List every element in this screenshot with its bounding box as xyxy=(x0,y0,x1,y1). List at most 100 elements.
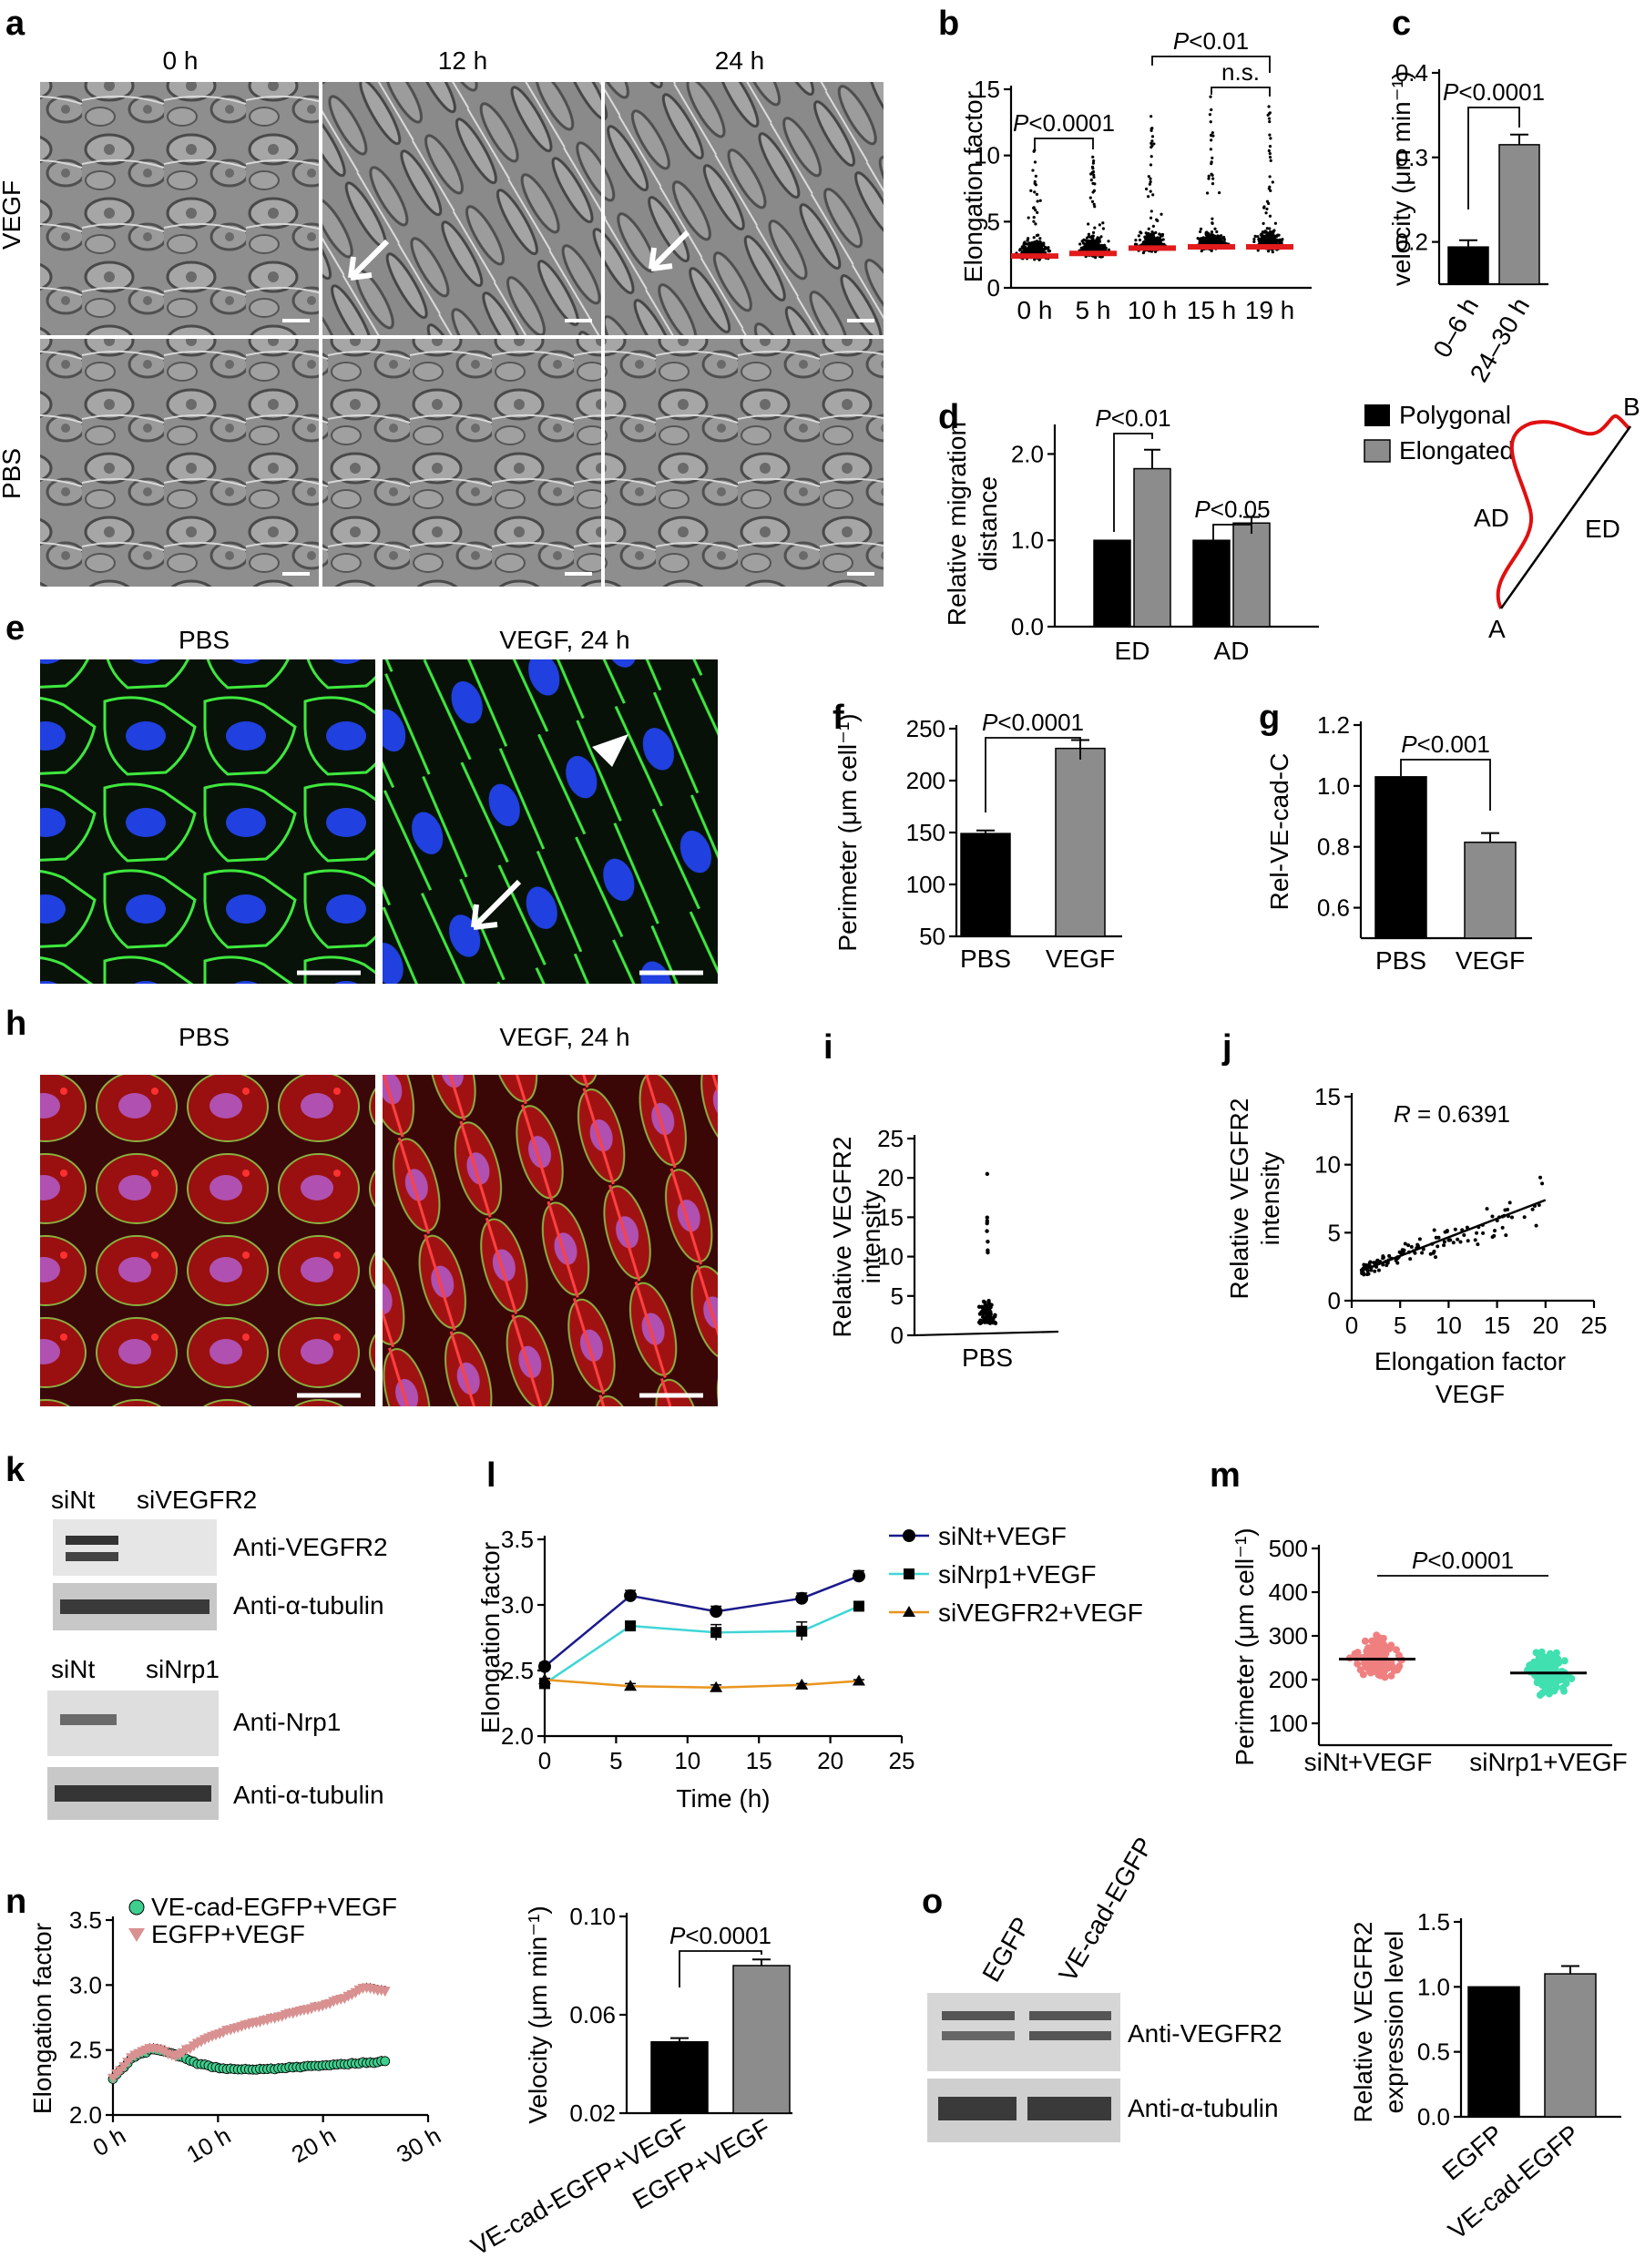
d-x-tick-label: ED xyxy=(1115,637,1150,665)
o-lane-egfp: EGFP xyxy=(976,1912,1036,1987)
euclidean-line xyxy=(1499,425,1632,609)
b-point xyxy=(1036,199,1039,203)
f-x-tick-label: VEGF xyxy=(1046,945,1115,973)
i-x-tick-label: PBS xyxy=(962,1343,1013,1372)
f-bar xyxy=(960,833,1011,937)
b-point xyxy=(1210,138,1213,142)
i-y-tick-label: 0 xyxy=(891,1322,904,1349)
l-legend-marker xyxy=(903,1529,915,1542)
g-bar xyxy=(1464,841,1517,939)
k-band-label-nrp1: Anti-Nrp1 xyxy=(233,1708,341,1736)
b-point xyxy=(1152,142,1156,146)
b-point xyxy=(1220,234,1223,238)
j-point xyxy=(1369,1268,1374,1272)
b-point xyxy=(1082,246,1087,250)
b-point xyxy=(1268,119,1272,124)
b-point xyxy=(1210,232,1213,237)
panel-letter-k: k xyxy=(5,1451,26,1489)
b-point xyxy=(1084,243,1088,248)
j-point xyxy=(1368,1260,1373,1264)
ob-y-tick-label: 0.0 xyxy=(1417,2103,1450,2130)
panel-letter-a: a xyxy=(5,5,26,43)
panel-g: g 0.6 0.8 1.0 1.2 Rel-VE-cad-C PBS VEGF P<0.001 xyxy=(1259,699,1532,975)
b-point xyxy=(1099,235,1103,239)
b-point xyxy=(1081,241,1086,245)
b-point xyxy=(1103,244,1107,248)
m-point xyxy=(1543,1662,1551,1670)
col-label-0h: 0 h xyxy=(163,46,199,75)
ob-y-tick-label: 1.5 xyxy=(1417,1908,1450,1936)
j-point xyxy=(1522,1215,1527,1220)
l-y-axis-label: Elongation factor xyxy=(476,1542,505,1733)
i-point xyxy=(986,1248,990,1252)
legend-swatch-elongated xyxy=(1364,439,1391,463)
j-correlation-label: R = 0.6391 xyxy=(1394,1100,1510,1128)
b-point xyxy=(1086,236,1089,240)
i-plot: 0 5 10 15 20 25 Relative VEGFR2 intensity PBS xyxy=(828,1125,1059,1372)
k-band-label-tubulin-1: Anti-α-tubulin xyxy=(233,1591,384,1619)
b-point xyxy=(1222,238,1226,241)
l-point xyxy=(853,1600,864,1612)
d-x-tick-label: AD xyxy=(1214,637,1250,665)
b-point xyxy=(1272,229,1276,232)
b-points xyxy=(1015,148,1052,261)
b-y-axis-label: Elongation factor xyxy=(959,91,987,282)
b-point xyxy=(1212,237,1216,240)
b-point xyxy=(1207,174,1211,178)
g-y-tick-label: 1.2 xyxy=(1317,711,1350,739)
d-error-bar xyxy=(1144,448,1160,469)
b-point xyxy=(1039,245,1044,249)
nb-pvalue-label: P<0.0001 xyxy=(669,1922,771,1949)
b-point xyxy=(1271,250,1274,254)
panel-l: l 2.0 2.5 3.0 3.5 0 5 10 15 20 25 Time (h) Elongati… xyxy=(476,1456,1143,1813)
ob-y-tick-label: 1.0 xyxy=(1417,1973,1450,2000)
b-1-pvalue-symbol: P xyxy=(1013,109,1029,137)
b-point xyxy=(1268,152,1272,156)
b-point xyxy=(1209,95,1212,98)
j-point xyxy=(1476,1242,1480,1247)
b-point xyxy=(1087,232,1091,236)
k-lane-sinrp1: siNrp1 xyxy=(146,1655,220,1683)
i-y-tick-label: 10 xyxy=(877,1243,904,1271)
b-point xyxy=(1091,161,1096,165)
f-y-tick-label: 250 xyxy=(906,715,945,742)
b-point xyxy=(1018,248,1022,251)
j-x-tick-label: 0 xyxy=(1345,1312,1358,1339)
b-point xyxy=(1269,158,1272,162)
b-point xyxy=(1101,227,1106,230)
b-point xyxy=(1262,221,1265,225)
b-point xyxy=(1038,237,1042,240)
l-point xyxy=(625,1620,637,1632)
b-points xyxy=(1133,115,1168,255)
b-point xyxy=(1198,237,1201,240)
panel-letter-l: l xyxy=(486,1456,496,1495)
m-x-tick-label: siNrp1+VEGF xyxy=(1469,1748,1628,1776)
i-point xyxy=(984,1307,989,1312)
panel-letter-f: f xyxy=(833,699,844,737)
j-point xyxy=(1364,1262,1368,1267)
g-error-bar xyxy=(1481,832,1499,843)
b-point xyxy=(1041,249,1045,252)
g-y-tick-label: 0.6 xyxy=(1317,894,1350,922)
b-point xyxy=(1090,199,1095,203)
i-y-axis-label: intensity xyxy=(857,1190,885,1284)
b-point xyxy=(1149,235,1152,240)
b-point xyxy=(1200,249,1203,253)
b-point xyxy=(1253,234,1257,238)
b-point xyxy=(1024,245,1027,249)
b-point xyxy=(1030,241,1035,245)
d-legend: Polygonal Elongated xyxy=(1364,401,1514,465)
j-point xyxy=(1503,1208,1507,1212)
b-point xyxy=(1097,241,1100,245)
j-x-tick-label: 15 xyxy=(1484,1312,1510,1339)
b-point xyxy=(1156,219,1160,222)
n-legend-label: EGFP+VEGF xyxy=(151,1920,305,1948)
j-point xyxy=(1428,1251,1433,1256)
j-point xyxy=(1381,1256,1385,1261)
j-point xyxy=(1365,1269,1370,1273)
i-point xyxy=(985,1215,989,1220)
g-y-axis-label: Rel-VE-cad-C xyxy=(1265,753,1293,911)
b-point xyxy=(1033,190,1037,194)
i-point xyxy=(977,1312,983,1316)
